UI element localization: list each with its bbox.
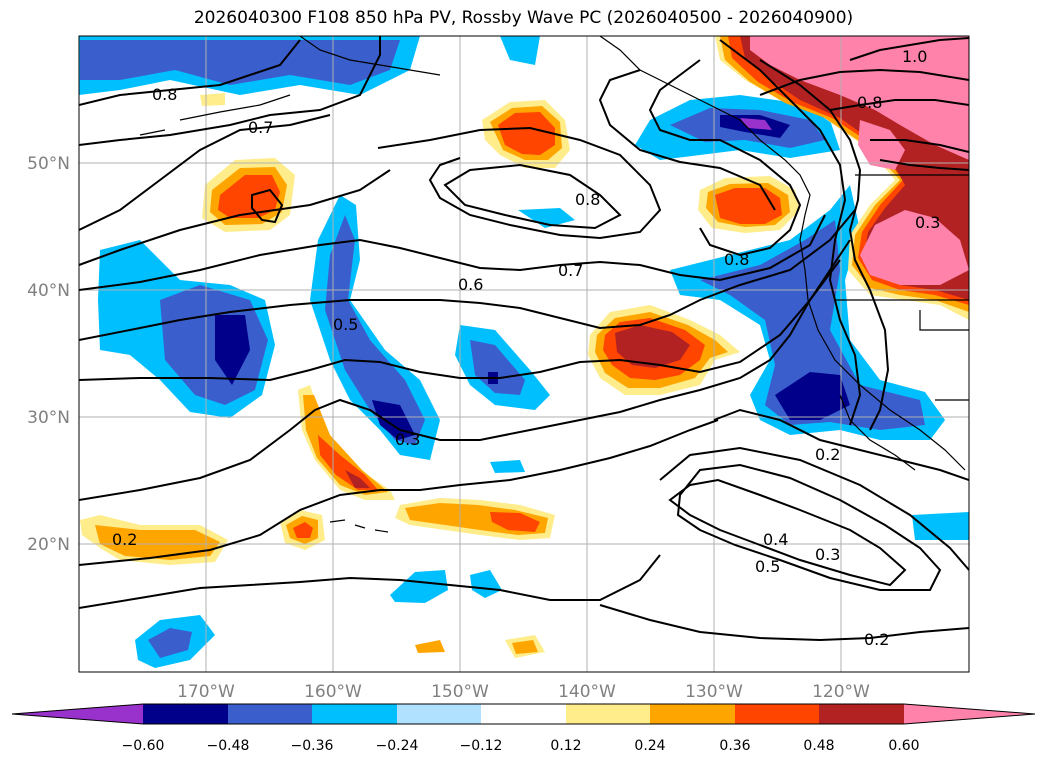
colorbar-segment [397, 704, 481, 724]
latitude-labels: 50°N 40°N 30°N 20°N [27, 154, 70, 555]
colorbar-tick-label: −0.48 [207, 738, 250, 754]
colorbar-tick-label: 0.60 [888, 738, 919, 754]
colorbar-segment [566, 704, 650, 724]
lat-label-30n: 30°N [27, 408, 70, 428]
colorbar-tick-label: 0.24 [634, 738, 665, 754]
contour-labels: 0.8 0.7 0.8 0.7 0.6 0.5 0.3 0.8 0.8 0.2 … [112, 47, 940, 649]
colorbar-extend-min [12, 704, 143, 724]
contour-label: 0.2 [864, 630, 889, 649]
contour-label: 0.5 [333, 315, 358, 334]
colorbar-segment [481, 704, 566, 724]
colorbar-tick-label: 0.48 [803, 738, 834, 754]
lat-label-50n: 50°N [27, 154, 70, 174]
lat-label-40n: 40°N [27, 281, 70, 301]
colorbar-tick-label: −0.60 [122, 738, 165, 754]
lon-label-120w: 120°W [812, 682, 870, 702]
contour-label: 0.8 [724, 250, 749, 269]
gridlines [79, 36, 969, 672]
colorbar-tick-label: 0.12 [550, 738, 581, 754]
colorbar-segment [819, 704, 904, 724]
colorbar-extend-max [904, 704, 1035, 724]
colorbar-segment [312, 704, 397, 724]
contour-label: 0.2 [112, 530, 137, 549]
contour-label: 0.4 [763, 530, 788, 549]
pv-shading [79, 36, 969, 668]
lon-label-130w: 130°W [685, 682, 743, 702]
contour-label: 0.7 [558, 261, 583, 280]
colorbar-tick-label: −0.36 [291, 738, 334, 754]
lon-label-170w: 170°W [177, 682, 235, 702]
lon-label-140w: 140°W [558, 682, 616, 702]
contour-label: 1.0 [902, 47, 927, 66]
colorbar-tick-label: −0.12 [460, 738, 503, 754]
colorbar-outline [11, 703, 1036, 725]
contour-lines [79, 36, 969, 642]
contour-label: 0.8 [857, 93, 882, 112]
colorbar-tick-label: −0.24 [376, 738, 419, 754]
contour-label: 0.8 [152, 85, 177, 104]
contour-label: 0.3 [395, 430, 420, 449]
colorbar-segment [228, 704, 312, 724]
colorbar-segment [735, 704, 819, 724]
colorbar-segment [650, 704, 735, 724]
colorbar: −0.60 −0.48 −0.36 −0.24 −0.12 0.12 0.24 … [11, 703, 1036, 754]
contour-label: 0.6 [458, 275, 483, 294]
contour-label: 0.3 [815, 545, 840, 564]
contour-label: 0.8 [575, 190, 600, 209]
contour-label: 0.3 [915, 213, 940, 232]
contour-label: 0.2 [815, 445, 840, 464]
contour-label: 0.5 [755, 557, 780, 576]
map-frame [78, 35, 970, 673]
lon-label-160w: 160°W [304, 682, 362, 702]
map-title: 2026040300 F108 850 hPa PV, Rossby Wave … [193, 8, 854, 28]
colorbar-tick-label: 0.36 [719, 738, 750, 754]
lon-label-150w: 150°W [431, 682, 489, 702]
lat-label-20n: 20°N [27, 535, 70, 555]
longitude-labels: 170°W 160°W 150°W 140°W 130°W 120°W [177, 682, 870, 702]
contour-label: 0.7 [248, 118, 273, 137]
colorbar-segment [143, 704, 228, 724]
